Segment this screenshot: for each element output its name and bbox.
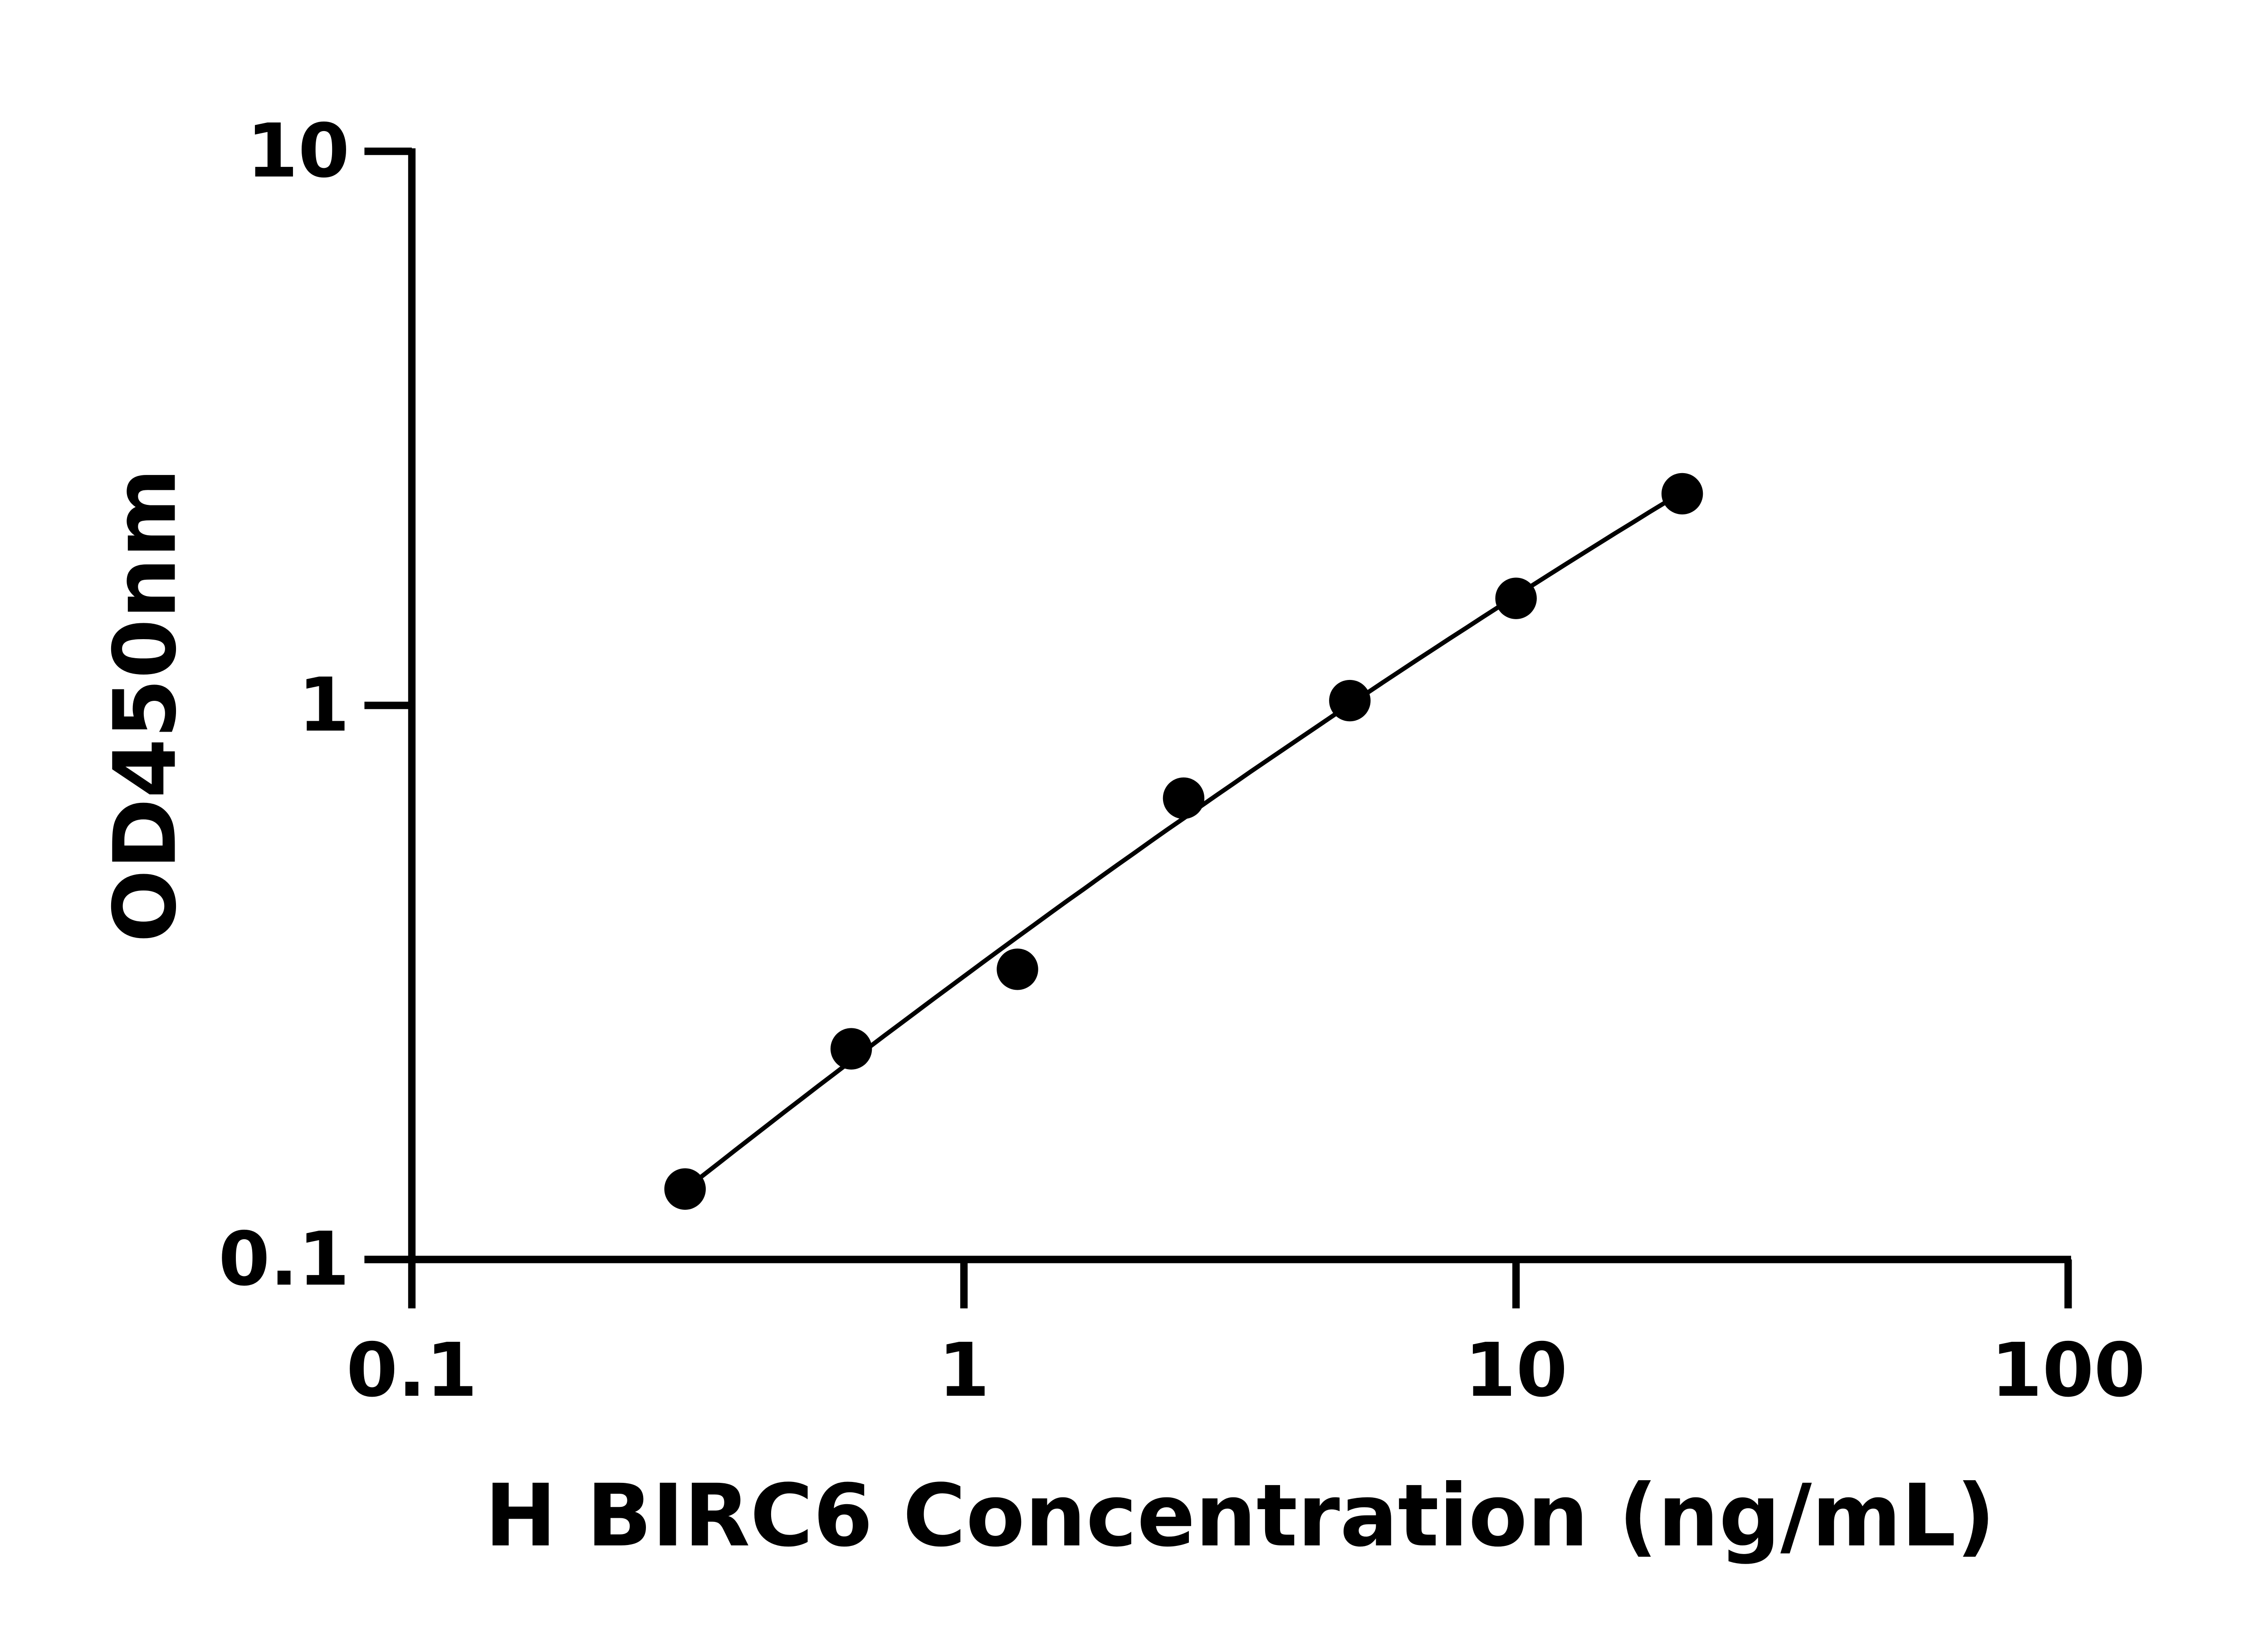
x-tick-label: 1 <box>938 1327 990 1413</box>
y-axis-label: OD450nm <box>95 468 195 943</box>
data-point <box>830 1028 872 1070</box>
y-tick-label: 10 <box>247 108 350 194</box>
x-tick-label: 0.1 <box>346 1327 477 1413</box>
data-point <box>1661 473 1703 515</box>
data-point <box>664 1168 706 1210</box>
data-point <box>1495 577 1537 619</box>
x-tick-label: 100 <box>1991 1327 2146 1413</box>
x-axis-label: H BIRC6 Concentration (ng/mL) <box>484 1466 1995 1566</box>
x-tick-label: 10 <box>1465 1327 1568 1413</box>
data-point <box>1329 680 1371 722</box>
data-point <box>1163 777 1205 819</box>
data-point <box>997 949 1038 990</box>
axes <box>364 148 2071 1263</box>
y-tick-label: 1 <box>298 662 350 748</box>
y-tick-label: 0.1 <box>218 1216 349 1302</box>
